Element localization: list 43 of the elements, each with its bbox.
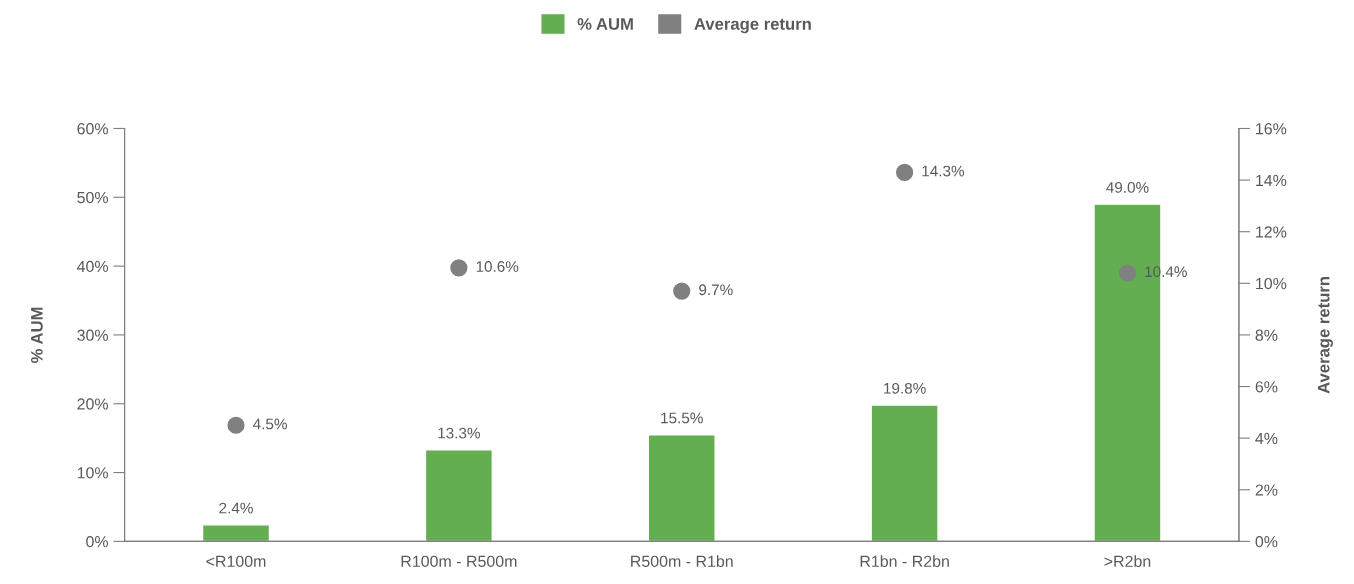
y2-tick-label: 2% (1255, 484, 1278, 496)
y2-axis-title: Average return (1317, 276, 1333, 394)
y-tick-label: 30% (77, 329, 109, 341)
point (673, 282, 691, 300)
point (227, 416, 245, 434)
data-label: 9.7% (699, 284, 733, 296)
y2-tick-label: 8% (1255, 329, 1278, 341)
y-tick-label: 60% (77, 123, 109, 135)
data-label: 15.5% (661, 412, 703, 424)
legend-label: % AUM (577, 18, 633, 30)
y2-tick-label: 16% (1256, 123, 1287, 135)
y-axis-title: % AUM (31, 307, 43, 363)
x-tick-label: >R2bn (1104, 555, 1151, 567)
point (1118, 264, 1137, 282)
data-label: 13.3% (438, 427, 480, 439)
data-label: 49.0% (1106, 182, 1149, 193)
bar (201, 524, 271, 542)
x-tick-label: R100m - R500m (401, 555, 517, 567)
x-tick-label: <R100m (206, 555, 266, 567)
y2-tick-label: 6% (1255, 381, 1278, 393)
data-label: 10.6% (476, 261, 519, 272)
y2-tick-label: 14% (1256, 174, 1287, 186)
legend-label: Average return (694, 18, 811, 34)
y-tick-label: 50% (77, 191, 109, 204)
point (895, 163, 914, 181)
y-tick-label: 20% (77, 398, 109, 410)
y2-tick-label: 4% (1255, 432, 1278, 445)
y2-tick-label: 12% (1256, 226, 1287, 238)
data-label: 14.3% (922, 165, 965, 177)
data-label: 2.4% (219, 502, 253, 514)
bar (424, 449, 493, 542)
bar (870, 404, 939, 542)
y-tick-label: 0% (86, 536, 109, 548)
data-label: 4.5% (253, 418, 287, 430)
y2-tick-label: 10% (1256, 277, 1287, 290)
y-tick-label: 10% (77, 467, 109, 479)
data-label: 19.8% (884, 382, 926, 394)
y2-tick-label: 0% (1255, 536, 1278, 548)
point (450, 259, 468, 277)
bar (647, 434, 716, 542)
x-tick-label: R500m - R1bn (631, 555, 733, 567)
y-tick-label: 40% (77, 260, 109, 273)
x-tick-label: R1bn - R2bn (860, 555, 949, 567)
